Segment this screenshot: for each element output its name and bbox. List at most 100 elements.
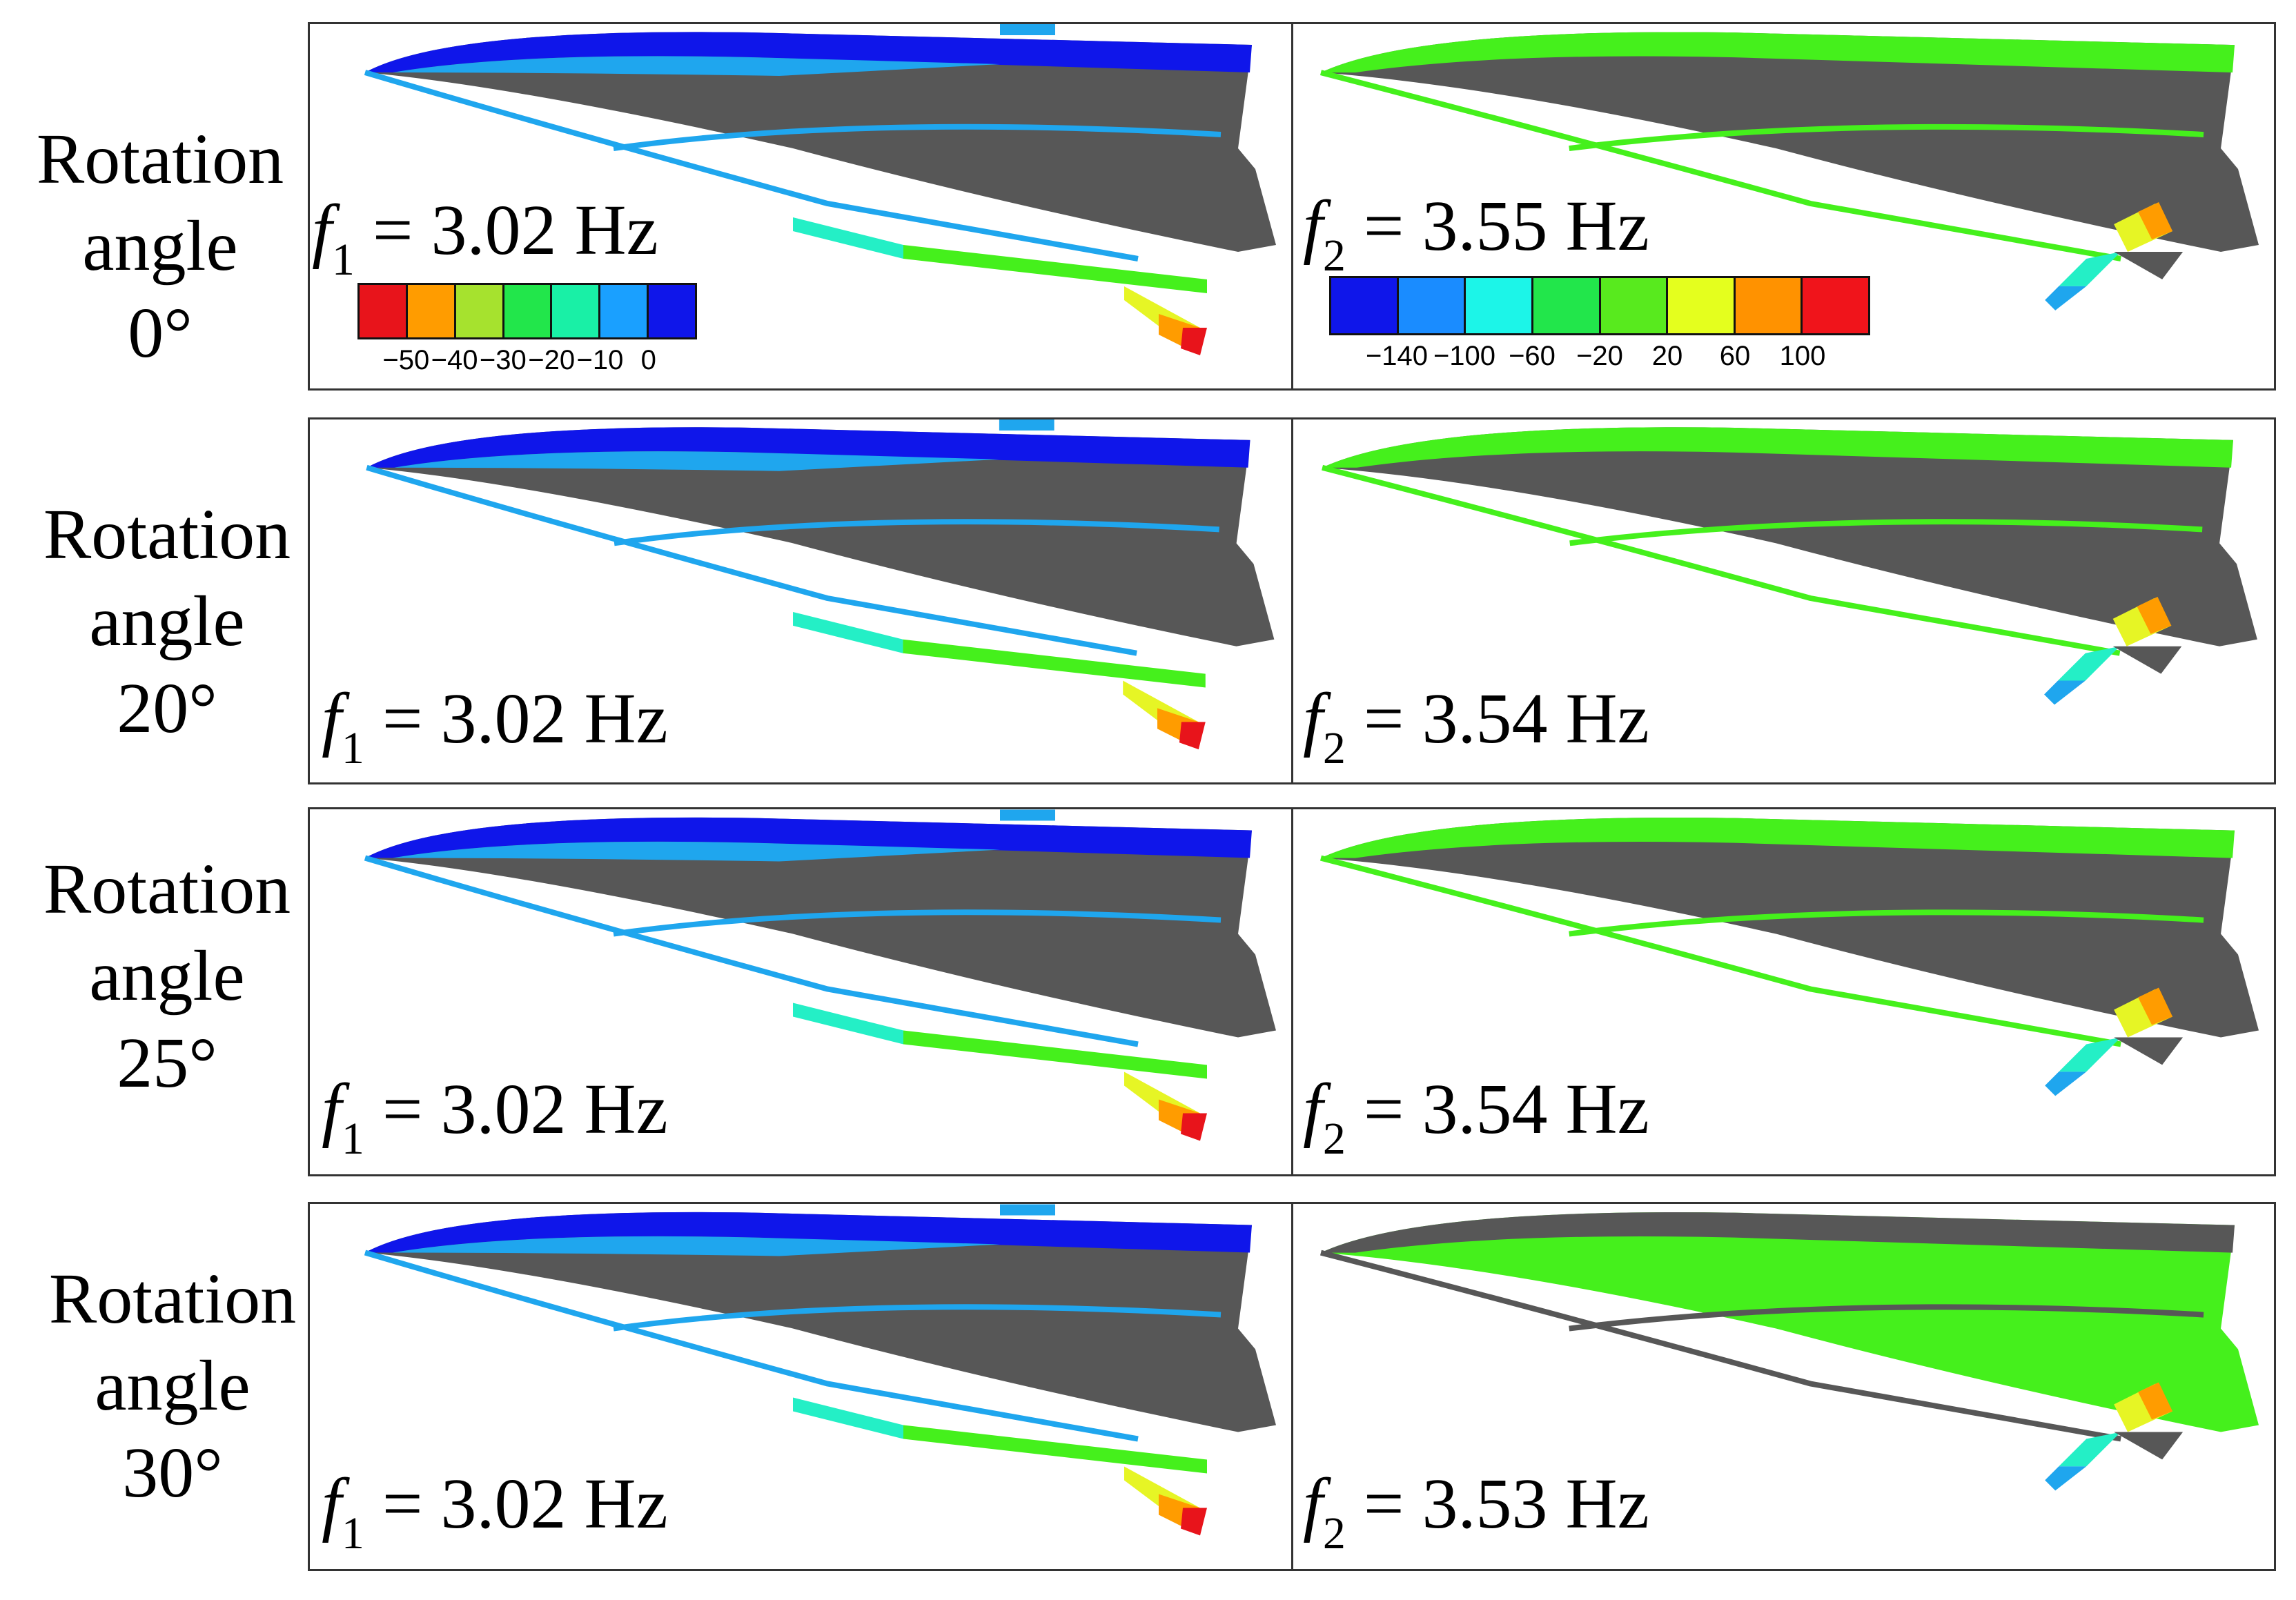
trailing-edge-green (903, 1425, 1207, 1474)
angle-word: angle (82, 206, 238, 286)
spar-line (366, 464, 1137, 656)
spar-line (364, 70, 1139, 261)
legend-bar (1329, 276, 1870, 335)
legend-tick-label: 0 (640, 345, 656, 375)
freq-value: = 3.55 Hz (1363, 186, 1649, 266)
rotation-word: Rotation (48, 1259, 297, 1339)
freq-label-mode2-0deg: f2 = 3.55 Hz (1303, 190, 1649, 279)
freq-subscript: 2 (1322, 1114, 1346, 1164)
trailing-edge-cyan (793, 611, 903, 653)
leading-edge-band (366, 427, 1250, 468)
trailing-edge-cyan (793, 1003, 903, 1045)
freq-value: = 3.02 Hz (382, 1069, 668, 1149)
angle-word: angle (95, 1346, 251, 1425)
freq-symbol: f (1303, 1464, 1323, 1543)
trailing-edge-cyan (793, 217, 903, 259)
legend-swatch (1803, 278, 1868, 333)
angle-word: angle (89, 936, 245, 1016)
rotation-word: Rotation (43, 849, 291, 929)
legend-swatch (1668, 278, 1736, 333)
freq-symbol: f (1303, 1069, 1323, 1149)
control-surface-blue (2045, 1466, 2087, 1491)
control-surface-cyan (2059, 1432, 2121, 1467)
control-surface-orange (2138, 1382, 2173, 1420)
freq-subscript: 2 (1322, 230, 1346, 281)
fairing-tab (1000, 1204, 1055, 1216)
control-surface-gray (2112, 646, 2182, 674)
leading-edge-gradient (393, 56, 1000, 76)
legend-tick-label: −50 (382, 345, 430, 375)
legend-ticks: −140 −100 −60 −20 20 60 100 (1329, 341, 1870, 375)
freq-label-mode2-25deg: f2 = 3.54 Hz (1303, 1074, 1649, 1162)
rib-line (613, 1304, 1221, 1332)
legend-tick-label: 20 (1651, 341, 1683, 371)
rib-line (613, 909, 1221, 937)
legend-tick-label: −20 (1576, 341, 1623, 371)
spar-line (1319, 70, 2121, 261)
legend-swatch (407, 285, 456, 337)
control-surface-blue (2044, 680, 2086, 705)
panel-mode1-30deg (308, 1202, 1293, 1571)
panel-mode1-20deg (308, 417, 1293, 784)
freq-label-mode1-30deg: f1 = 3.02 Hz (322, 1468, 668, 1557)
leading-edge-band (365, 32, 1252, 72)
spar-line (1322, 464, 2121, 656)
control-surface-cyan (2059, 251, 2121, 286)
aileron-red (1181, 1113, 1207, 1141)
control-surface-cyan (2057, 646, 2120, 681)
fairing-tab (1000, 24, 1055, 35)
rib-line (1569, 909, 2204, 937)
panel-mode1-25deg (308, 807, 1293, 1176)
row-label-0deg: Rotation angle 0° (8, 116, 312, 377)
trailing-edge-cyan (793, 1397, 903, 1439)
wing-shell (365, 817, 1276, 1038)
leading-edge-band (365, 1212, 1252, 1253)
freq-value: = 3.53 Hz (1363, 1464, 1649, 1543)
legend-swatch (504, 285, 553, 337)
angle-word: angle (89, 582, 245, 661)
control-surface-gray (2114, 1432, 2184, 1460)
freq-subscript: 2 (1322, 1508, 1346, 1559)
legend-swatch (1398, 278, 1466, 333)
wing-drawing (1319, 817, 2259, 1096)
control-surface-gray (2114, 1037, 2184, 1065)
angle-value: 0° (128, 293, 193, 373)
aileron-red (1181, 328, 1207, 355)
wing-drawing (364, 1204, 1276, 1536)
panel-mode2-25deg (1291, 807, 2276, 1176)
panel-mode2-20deg (1291, 417, 2276, 784)
freq-symbol: f (322, 1069, 342, 1149)
leading-edge-band (1320, 32, 2235, 73)
rib-line (613, 124, 1221, 151)
freq-symbol: f (1303, 186, 1323, 266)
row-label-25deg: Rotation angle 25° (15, 846, 319, 1107)
freq-symbol: f (1303, 679, 1323, 758)
wing-drawing (1319, 32, 2259, 310)
legend-tick-label: −40 (431, 345, 478, 375)
control-surface-gray (2114, 251, 2184, 279)
aileron-red (1181, 1508, 1207, 1536)
legend-bar (357, 283, 697, 339)
rib-line (1569, 1304, 2204, 1332)
trailing-edge-green (903, 245, 1207, 293)
row-label-20deg: Rotation angle 20° (15, 491, 319, 752)
wing-shell (1320, 32, 2259, 252)
freq-subscript: 1 (341, 723, 364, 773)
spar-line (1319, 1250, 2121, 1442)
rib-line (1569, 519, 2203, 546)
legend-swatch (455, 285, 504, 337)
freq-value: = 3.54 Hz (1363, 679, 1649, 758)
legend-tick-label: −100 (1433, 341, 1496, 371)
spar-line (364, 1250, 1139, 1442)
leading-edge-band (365, 817, 1252, 858)
leading-edge-gradient (393, 1236, 1000, 1256)
control-surface-cyan (2059, 1037, 2121, 1072)
freq-value: = 3.02 Hz (382, 679, 668, 758)
legend-tick-label: −60 (1509, 341, 1556, 371)
legend-swatch (1331, 278, 1399, 333)
wing-shell (1320, 1212, 2259, 1432)
control-surface-blue (2045, 1071, 2087, 1096)
panel-mode2-30deg (1291, 1202, 2276, 1571)
control-surface-orange (2138, 987, 2173, 1025)
wing-shell (1322, 427, 2257, 646)
